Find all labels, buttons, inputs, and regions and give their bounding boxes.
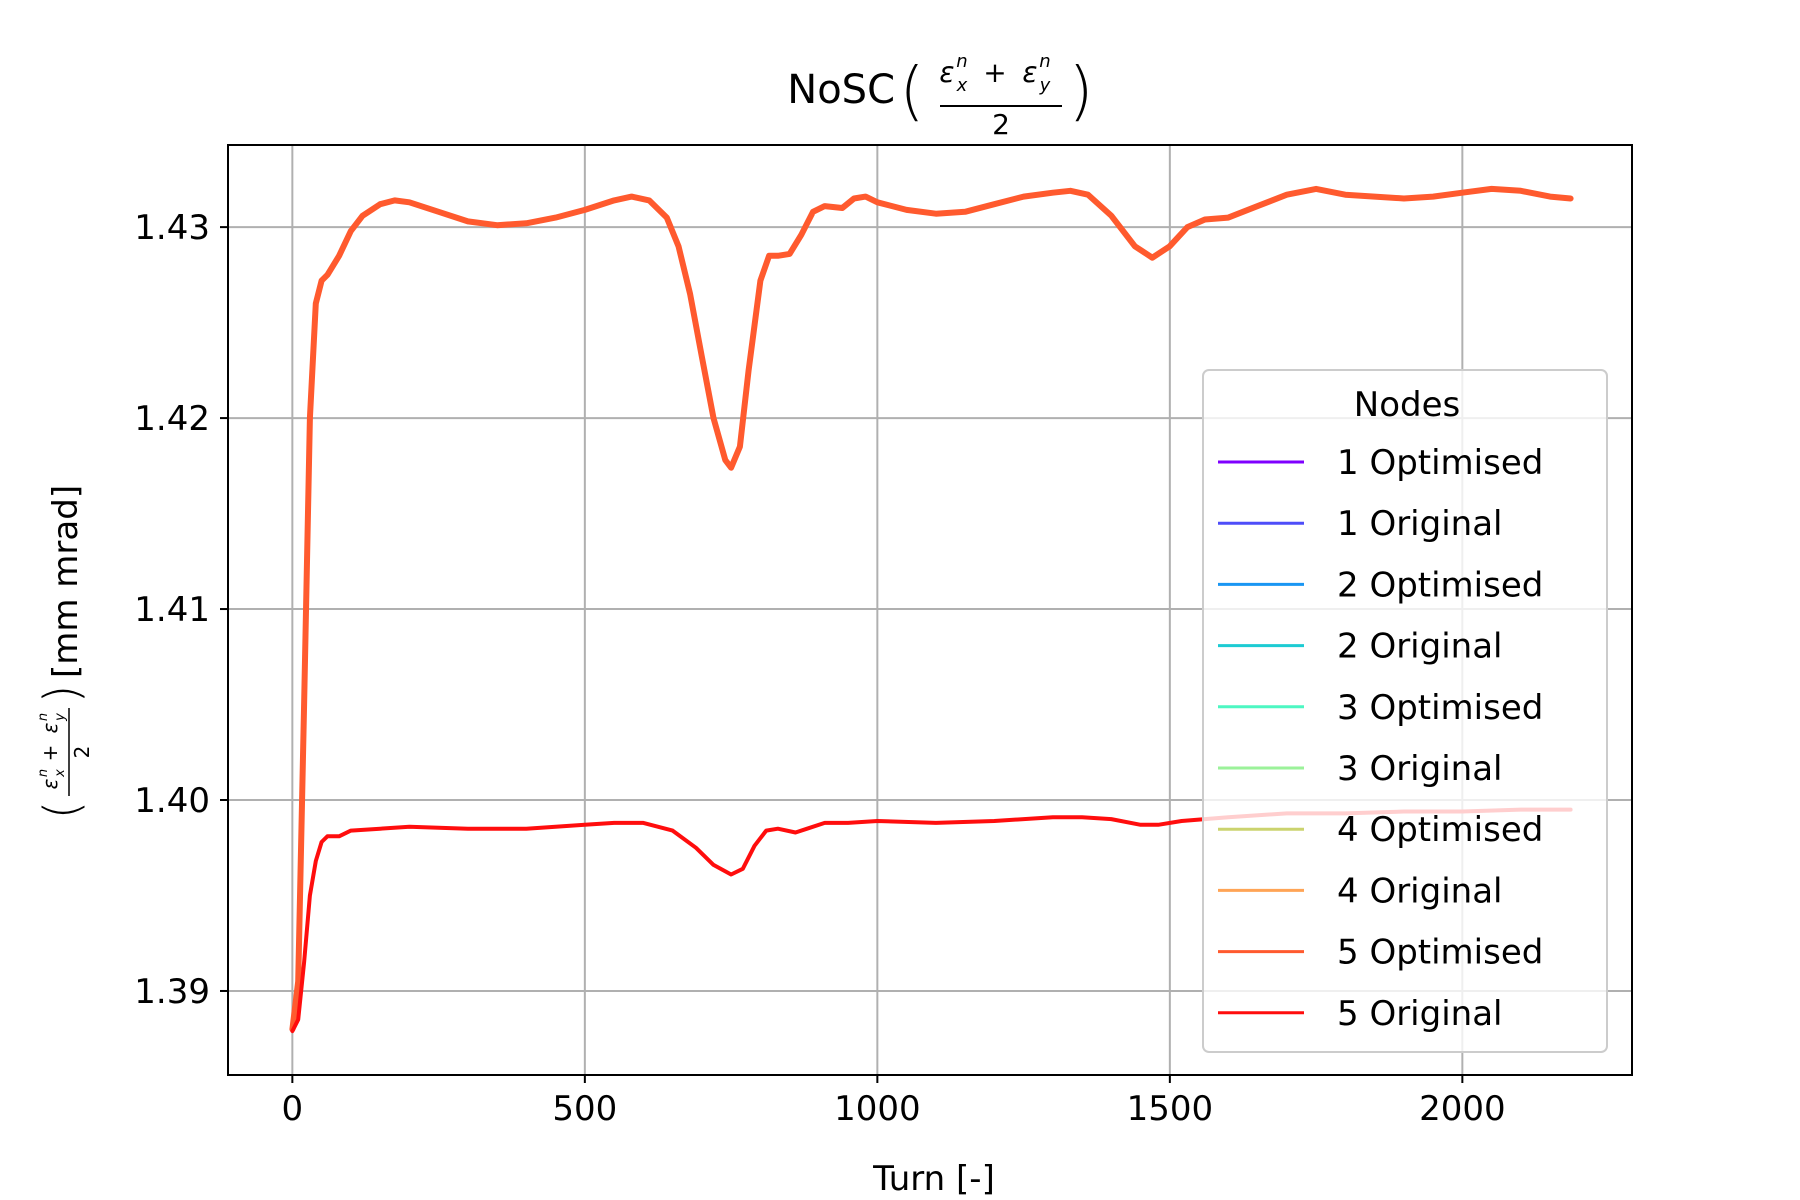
title-right-paren: ) bbox=[1069, 55, 1094, 129]
y-label-right-paren: ) bbox=[34, 685, 90, 704]
legend-label: 3 Optimised bbox=[1337, 688, 1543, 728]
legend-label: 4 Optimised bbox=[1337, 810, 1543, 850]
legend-label: 5 Optimised bbox=[1337, 933, 1543, 973]
y-label-left-paren: ( bbox=[34, 801, 90, 820]
chart-title-prefix: NoSC bbox=[787, 67, 895, 113]
x-tick-label: 1500 bbox=[1127, 1089, 1214, 1129]
title-denominator: 2 bbox=[992, 108, 1010, 141]
series-line-5-optimised bbox=[289, 185, 1574, 1033]
x-tick-label: 2000 bbox=[1419, 1089, 1506, 1129]
y-label-plus: + bbox=[38, 745, 62, 762]
legend-title: Nodes bbox=[1354, 385, 1460, 425]
y-label-eps-y: ε bbox=[38, 722, 62, 733]
title-eps-x-sup: n bbox=[956, 51, 967, 72]
legend-label: 2 Optimised bbox=[1337, 565, 1543, 605]
series-lines bbox=[289, 185, 1574, 1034]
y-axis-label: ( ε n x + ε n y 2 ) [mm mrad] bbox=[34, 485, 94, 819]
series-line-5-original bbox=[290, 807, 1573, 1034]
legend-label: 1 Optimised bbox=[1337, 443, 1543, 483]
legend-entries: 1 Optimised 1 Original 2 Optimised 2 Origin… bbox=[1218, 443, 1543, 1034]
x-tick-label: 0 bbox=[282, 1089, 304, 1129]
title-eps-x-sub: x bbox=[956, 75, 968, 96]
legend-frame bbox=[1202, 369, 1608, 1053]
title-eps-y-sup: n bbox=[1039, 51, 1050, 72]
y-label-unit: [mm mrad] bbox=[46, 485, 86, 678]
title-eps-x: ε bbox=[939, 56, 954, 89]
y-label-eps-x: ε bbox=[38, 778, 62, 789]
legend-label: 4 Original bbox=[1337, 871, 1502, 911]
legend-label: 3 Original bbox=[1337, 749, 1502, 789]
y-label-denominator: 2 bbox=[70, 746, 94, 759]
x-tick-label: 500 bbox=[552, 1089, 617, 1129]
legend-label: 2 Original bbox=[1337, 627, 1502, 667]
chart-title: NoSC ( ε n x + ε n y 2 ) bbox=[787, 51, 1093, 141]
title-eps-y: ε bbox=[1022, 56, 1037, 89]
legend: Nodes 1 Optimised 1 Original 2 Optimised 2 … bbox=[1202, 369, 1608, 1053]
title-plus: + bbox=[983, 56, 1006, 89]
y-tick-label: 1.42 bbox=[134, 399, 210, 439]
y-label-eps-y-sub: y bbox=[53, 713, 68, 722]
plot-frame bbox=[227, 144, 1633, 1076]
title-left-paren: ( bbox=[900, 55, 925, 129]
y-tick-label: 1.39 bbox=[134, 972, 210, 1012]
y-tick-label: 1.43 bbox=[134, 208, 210, 248]
y-tick-label: 1.41 bbox=[134, 590, 210, 630]
y-label-eps-x-sup: n bbox=[36, 769, 51, 777]
y-label-eps-y-sup: n bbox=[36, 713, 51, 721]
axes: 0 500 1000 1500 2000 1.39 1.40 1.41 1.42 1.43 bbox=[134, 144, 1633, 1129]
title-eps-y-sub: y bbox=[1039, 75, 1051, 96]
y-tick-label: 1.40 bbox=[134, 781, 210, 821]
legend-label: 5 Original bbox=[1337, 994, 1502, 1034]
legend-label: 1 Original bbox=[1337, 504, 1502, 544]
y-label-eps-x-sub: x bbox=[53, 769, 68, 778]
x-axis-label: Turn [-] bbox=[872, 1159, 995, 1199]
x-tick-label: 1000 bbox=[834, 1089, 921, 1129]
